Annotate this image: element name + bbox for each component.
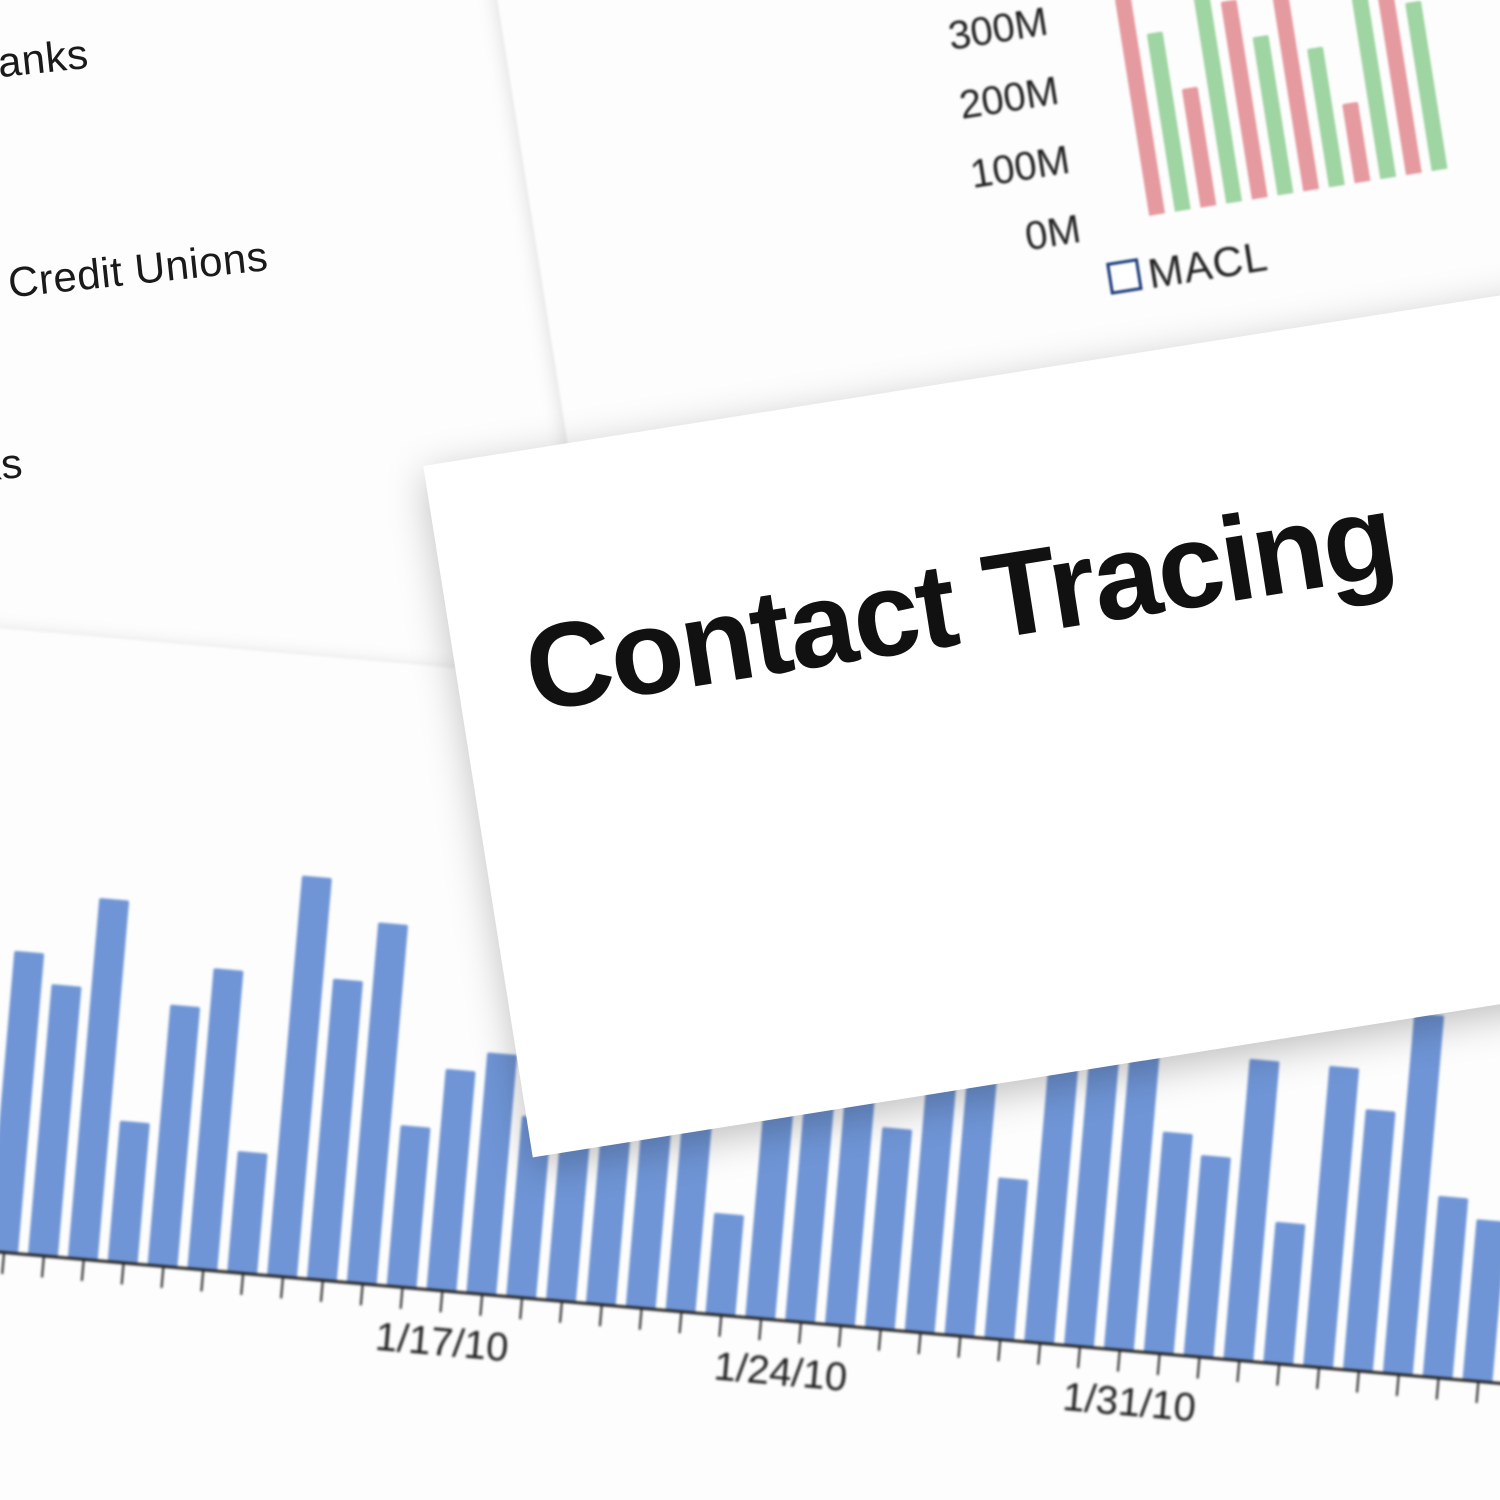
chart-bar — [785, 1100, 834, 1322]
list-item: all Banks — [0, 30, 91, 96]
axis-tick — [1316, 1369, 1320, 1389]
axis-tick — [439, 1292, 443, 1312]
axis-tick — [1356, 1372, 1360, 1392]
axis-tick — [81, 1261, 85, 1281]
axis-tick — [878, 1331, 882, 1351]
y-axis-label: 200M — [897, 69, 1062, 138]
chart-bar — [1263, 1222, 1305, 1364]
axis-tick — [41, 1257, 45, 1277]
axis-tick — [599, 1306, 603, 1326]
y-axis-label: 0M — [919, 207, 1084, 276]
axis-label: 1/17/10 — [373, 1315, 510, 1371]
axis-tick — [519, 1299, 523, 1319]
chart-bar — [1184, 1155, 1231, 1357]
chart-bar — [1463, 1219, 1500, 1381]
axis-tick — [997, 1341, 1001, 1361]
axis-tick — [1117, 1352, 1121, 1372]
axis-tick — [200, 1271, 204, 1291]
chart-bar — [387, 1125, 431, 1287]
chart-bar — [984, 1177, 1028, 1339]
stage: all Banks um Credit Unions nks 1/17/10 1/24… — [0, 0, 1500, 1500]
chart-bar — [108, 1121, 150, 1263]
axis-tick — [798, 1324, 802, 1344]
chart-bar — [427, 1069, 476, 1291]
axis-tick — [161, 1268, 165, 1288]
card-title: Contact Tracing — [516, 466, 1404, 739]
axis-tick — [1276, 1365, 1280, 1385]
chart-bar — [1144, 1132, 1193, 1354]
axis-tick — [1476, 1383, 1480, 1403]
axis-tick — [1157, 1355, 1161, 1375]
chart-bar — [1423, 1196, 1469, 1378]
legend-swatch — [1106, 258, 1143, 295]
list-item: um Credit Unions — [0, 232, 270, 314]
axis-tick — [360, 1285, 364, 1305]
list-item: nks — [0, 439, 25, 494]
axis-tick — [718, 1317, 722, 1337]
chart-bar — [865, 1127, 912, 1329]
axis-tick — [1, 1254, 5, 1274]
axis-tick — [121, 1264, 125, 1284]
axis-tick — [320, 1282, 324, 1302]
axis-tick — [1077, 1348, 1081, 1368]
axis-tick — [240, 1275, 244, 1295]
axis-tick — [559, 1303, 563, 1323]
y-axis-label: 300M — [886, 0, 1051, 69]
axis-tick — [1037, 1345, 1041, 1365]
axis-tick — [758, 1320, 762, 1340]
y-axis-label: 100M — [908, 138, 1073, 207]
axis-tick — [1236, 1362, 1240, 1382]
chart-bar — [227, 1151, 267, 1273]
axis-label: 1/24/10 — [712, 1344, 849, 1400]
axis-tick — [958, 1338, 962, 1358]
axis-label: 1/31/10 — [1061, 1375, 1198, 1431]
axis-tick — [479, 1296, 483, 1316]
axis-tick — [1436, 1379, 1440, 1399]
axis-tick — [1197, 1359, 1201, 1379]
axis-tick — [400, 1289, 404, 1309]
axis-tick — [280, 1278, 284, 1298]
chart-bar — [705, 1213, 744, 1315]
axis-tick — [1396, 1376, 1400, 1396]
legend-label: MACL — [1145, 232, 1272, 298]
axis-tick — [918, 1334, 922, 1354]
axis-tick — [838, 1327, 842, 1347]
axis-tick — [639, 1310, 643, 1330]
mini-chart-bar — [1342, 102, 1370, 184]
axis-tick — [679, 1313, 683, 1333]
